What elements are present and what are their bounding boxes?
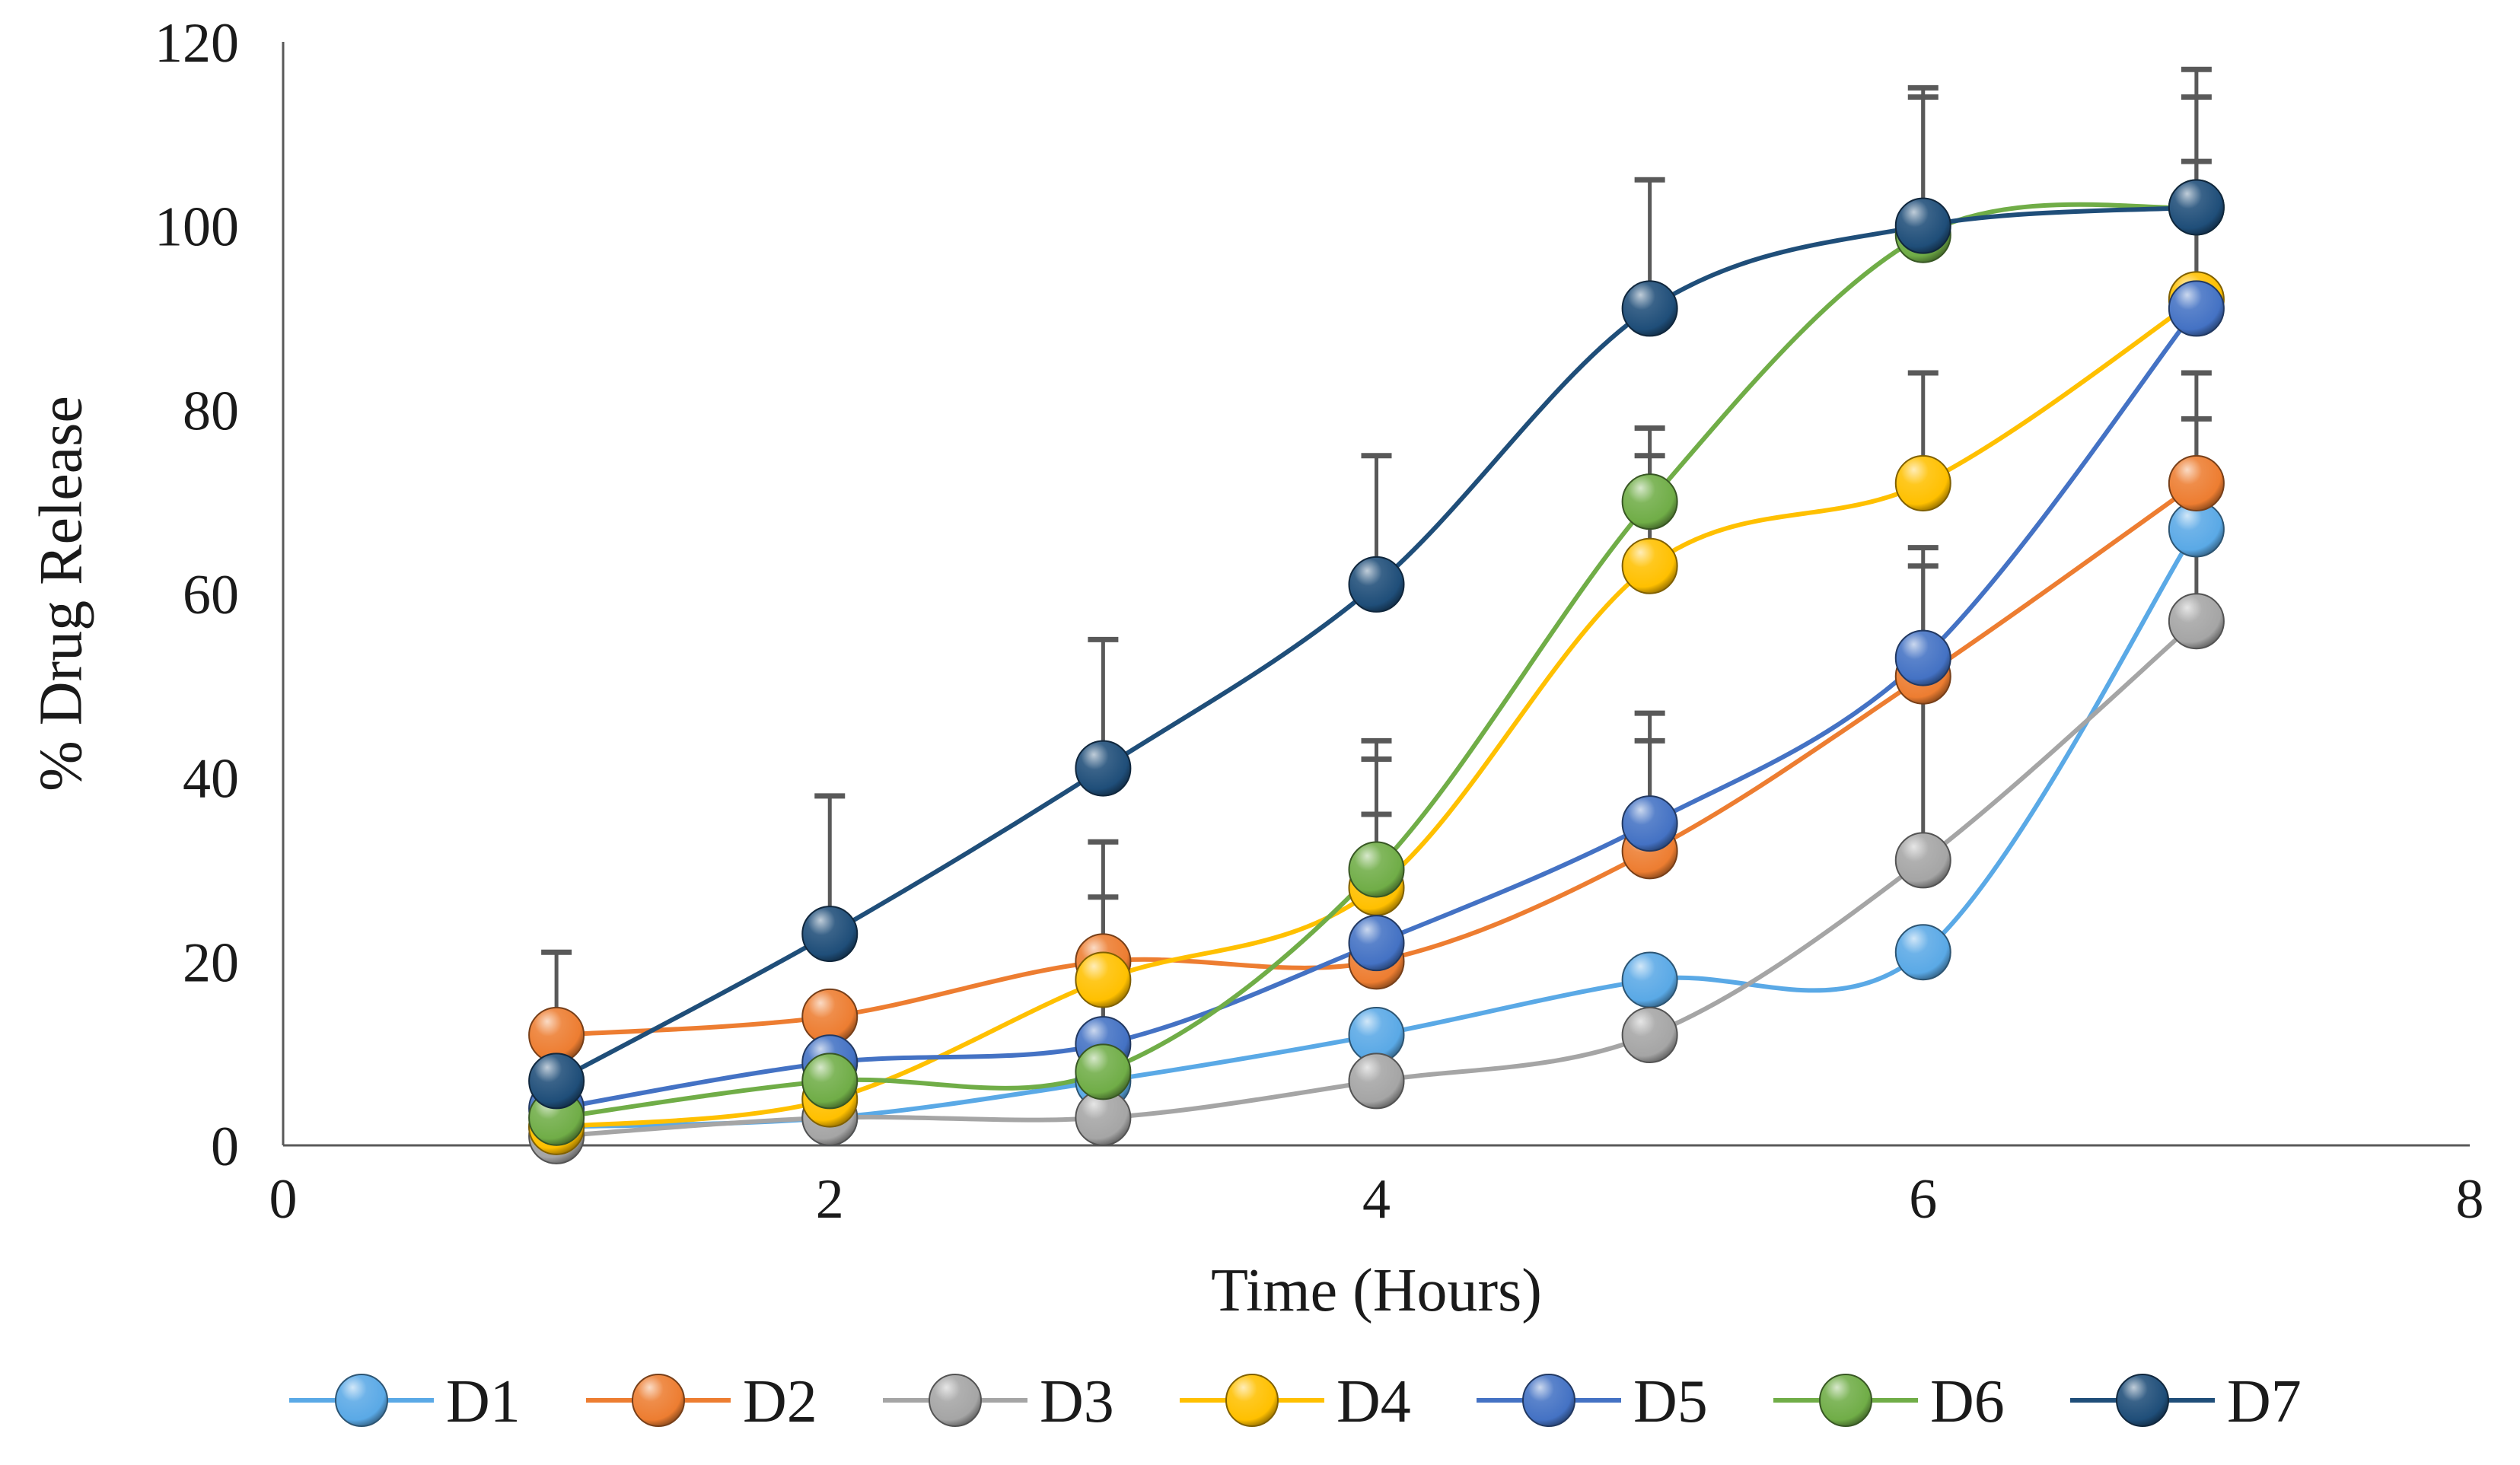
- legend-label-d7: D7: [2227, 1368, 2302, 1435]
- y-tick-label: 120: [155, 12, 239, 75]
- data-point-d6: [1075, 1043, 1132, 1100]
- legend-label-d2: D2: [743, 1368, 817, 1435]
- legend-item-d4: D4: [1180, 1368, 1411, 1435]
- data-point-d7: [1075, 740, 1132, 797]
- legend-marker-d6: [1819, 1374, 1872, 1427]
- x-tick-label: 4: [1362, 1168, 1391, 1231]
- legend-label-d5: D5: [1633, 1368, 1708, 1435]
- x-tick-label: 0: [269, 1168, 298, 1231]
- y-tick-label: 0: [211, 1116, 239, 1178]
- data-point-d5: [1894, 629, 1951, 686]
- x-tick-label: 2: [816, 1168, 844, 1231]
- legend-item-d3: D3: [883, 1368, 1114, 1435]
- series-line-d4: [556, 297, 2198, 1129]
- y-tick-label: 80: [183, 380, 239, 442]
- data-point-d5: [1348, 915, 1405, 972]
- legend-label-d3: D3: [1040, 1368, 1114, 1435]
- data-point-d6: [1348, 841, 1405, 898]
- legend-marker-d3: [929, 1374, 982, 1427]
- data-point-d1: [1894, 924, 1951, 981]
- data-point-d3: [1894, 832, 1951, 889]
- legend-label-d6: D6: [1930, 1368, 2005, 1435]
- series-markers: [528, 179, 2225, 1164]
- data-point-d1: [1621, 951, 1678, 1008]
- legend-item-d1: D1: [289, 1368, 521, 1435]
- legend-marker-d2: [632, 1374, 685, 1427]
- legend-label-d4: D4: [1336, 1368, 1411, 1435]
- y-tick-label: 20: [183, 932, 239, 994]
- x-tick-label: 8: [2456, 1168, 2484, 1231]
- data-point-d5: [2168, 280, 2225, 337]
- y-tick-label: 100: [155, 196, 239, 259]
- y-axis-title: % Drug Release: [27, 396, 94, 791]
- data-point-d7: [1348, 556, 1405, 613]
- data-point-d3: [1348, 1053, 1405, 1110]
- data-point-d7: [528, 1053, 585, 1110]
- legend-label-d1: D1: [446, 1368, 521, 1435]
- data-point-d2: [2168, 455, 2225, 511]
- x-tick-label: 6: [1909, 1168, 1937, 1231]
- data-point-d3: [2168, 593, 2225, 650]
- legend-marker-d1: [335, 1374, 388, 1427]
- data-point-d6: [1621, 473, 1678, 530]
- y-tick-label: 60: [183, 564, 239, 626]
- data-point-d5: [1621, 795, 1678, 852]
- data-point-d7: [2168, 179, 2225, 236]
- data-point-d3: [1621, 1007, 1678, 1063]
- data-point-d4: [1894, 455, 1951, 511]
- data-point-d7: [801, 906, 859, 963]
- legend-item-d2: D2: [586, 1368, 817, 1435]
- data-point-d6: [801, 1053, 859, 1110]
- legend-marker-d5: [1522, 1374, 1575, 1427]
- legend-marker-d4: [1225, 1374, 1279, 1427]
- data-point-d4: [1621, 537, 1678, 594]
- data-point-d7: [1621, 280, 1678, 337]
- legend-item-d6: D6: [1773, 1368, 2005, 1435]
- y-tick-label: 40: [183, 748, 239, 811]
- legend-item-d7: D7: [2070, 1368, 2302, 1435]
- legend: D1 D2 D3 D4 D5 D6 D7: [289, 1368, 2302, 1435]
- data-point-d4: [1075, 951, 1132, 1008]
- legend-marker-d7: [2116, 1374, 2169, 1427]
- data-point-d7: [1894, 197, 1951, 254]
- legend-item-d5: D5: [1477, 1368, 1708, 1435]
- x-axis-title: Time (Hours): [1211, 1257, 1542, 1324]
